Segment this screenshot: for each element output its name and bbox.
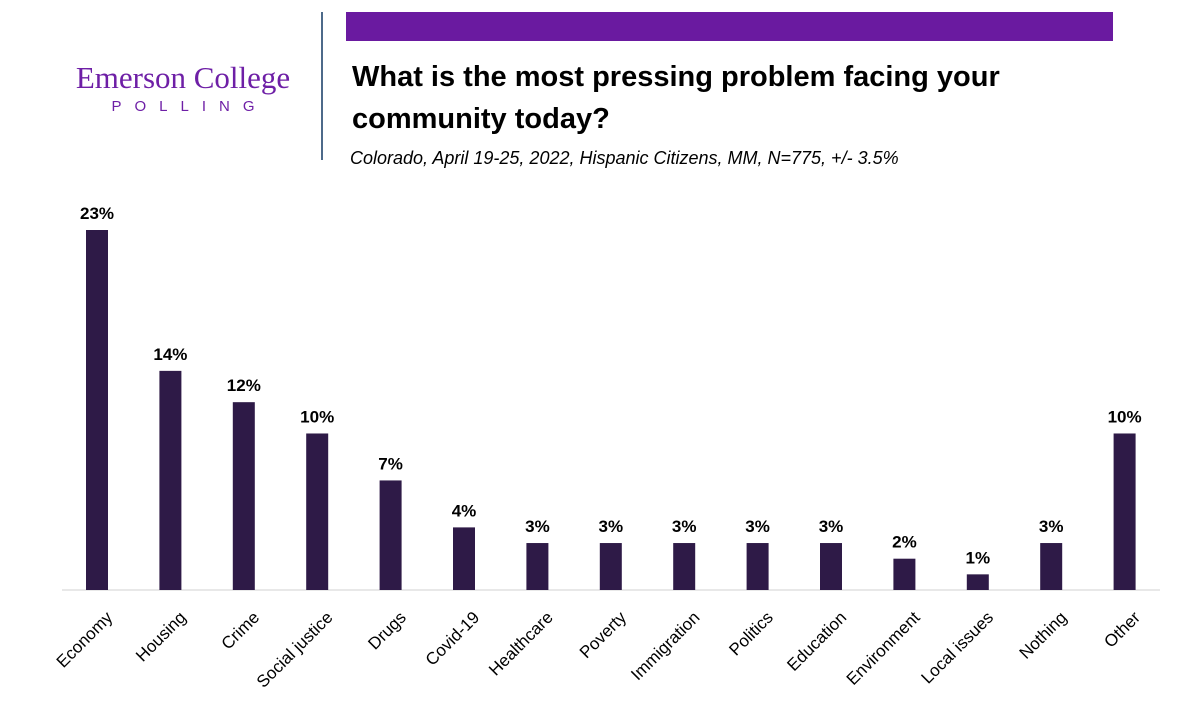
bar-covid-19 [453,527,475,590]
bar-healthcare [526,543,549,590]
x-tick-label: Poverty [576,608,631,663]
data-label: 10% [300,407,334,426]
x-tick-label: Drugs [364,608,410,654]
x-tick-label: Nothing [1016,608,1071,663]
data-label: 3% [1039,517,1064,536]
x-tick-label: Covid-19 [422,608,484,670]
bar-politics [746,543,769,590]
logo-name: Emerson College [75,60,291,95]
header-divider [321,12,323,160]
bar-housing [159,370,182,590]
bar-nothing [1040,543,1063,590]
data-label: 2% [892,533,917,552]
data-label: 3% [745,517,770,536]
x-tick-label: Immigration [627,608,703,684]
chart-title: What is the most pressing problem facing… [352,61,1000,135]
data-labels-group: 23% 14% 12% 10% 7% 4% 3% 3% 3% 3% 3% 2% 1% 3% 10% [80,204,1142,567]
x-tick-label: Other [1100,608,1144,652]
bar-immigration [673,543,696,590]
chart-subtitle: Colorado, April 19-25, 2022, Hispanic Ci… [350,148,899,168]
bar-economy [86,230,108,590]
x-tick-label: Environment [843,608,924,689]
data-label: 10% [1108,407,1142,426]
x-tick-label: Social justice [253,608,337,692]
bars-group [86,230,1136,590]
logo-subtitle: POLLING [111,98,268,115]
x-tick-label: Housing [132,608,190,666]
bar-other [1113,433,1136,590]
x-tick-label: Economy [53,608,117,672]
accent-bar [346,12,1113,41]
x-tick-label: Healthcare [485,608,557,680]
data-label: 7% [378,454,403,473]
data-label: 23% [80,204,114,223]
data-label: 4% [452,501,477,520]
data-label: 14% [153,345,187,364]
x-tick-label: Crime [218,608,263,653]
bar-crime [232,402,255,590]
x-tick-label: Local issues [918,608,998,688]
data-label: 3% [672,517,697,536]
x-tick-label: Politics [725,608,777,660]
x-tick-label: Education [783,608,850,675]
bar-environment [893,558,916,590]
data-label: 3% [819,517,844,536]
data-label: 3% [525,517,550,536]
bar-education [820,543,842,590]
data-label: 12% [227,376,261,395]
bar-drugs [379,480,402,590]
bar-local-issues [966,574,989,590]
data-label: 3% [599,517,624,536]
data-label: 1% [966,548,991,567]
bar-poverty [599,543,622,590]
bar-social-justice [306,433,329,590]
